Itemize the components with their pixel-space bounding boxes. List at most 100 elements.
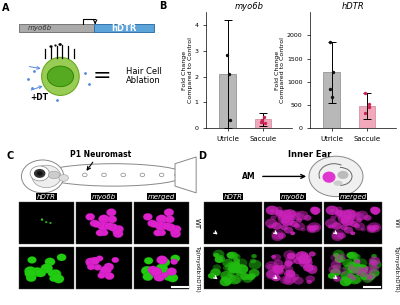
Circle shape	[164, 274, 172, 281]
Text: hDTR: hDTR	[112, 24, 137, 33]
Point	[362, 91, 368, 96]
Point	[258, 119, 265, 124]
Circle shape	[280, 225, 288, 230]
Circle shape	[348, 267, 353, 270]
Circle shape	[283, 250, 296, 260]
Circle shape	[106, 209, 116, 216]
Circle shape	[233, 258, 240, 264]
Circle shape	[235, 258, 248, 267]
Circle shape	[165, 223, 175, 231]
Circle shape	[344, 227, 353, 234]
Circle shape	[248, 269, 260, 277]
Circle shape	[158, 229, 166, 236]
Circle shape	[294, 224, 300, 228]
Circle shape	[246, 274, 255, 280]
Circle shape	[45, 221, 47, 223]
Circle shape	[349, 262, 362, 272]
Circle shape	[300, 260, 305, 264]
Circle shape	[348, 215, 355, 221]
Circle shape	[92, 221, 101, 228]
Circle shape	[354, 269, 362, 275]
Title: hDTR: hDTR	[342, 2, 364, 11]
Circle shape	[112, 228, 122, 235]
Circle shape	[290, 221, 298, 227]
Ellipse shape	[338, 171, 348, 179]
Circle shape	[156, 215, 167, 224]
Circle shape	[98, 215, 110, 224]
Circle shape	[298, 254, 312, 264]
Circle shape	[24, 267, 36, 276]
Text: merged: merged	[339, 194, 367, 199]
Circle shape	[164, 269, 176, 278]
Bar	[359, 106, 375, 128]
FancyBboxPatch shape	[18, 247, 74, 289]
Point	[328, 94, 335, 99]
Circle shape	[336, 267, 347, 275]
Circle shape	[86, 213, 95, 221]
Circle shape	[275, 268, 284, 275]
Circle shape	[332, 264, 341, 271]
Circle shape	[41, 264, 53, 273]
Circle shape	[358, 269, 368, 277]
Circle shape	[332, 232, 344, 241]
Circle shape	[362, 275, 373, 283]
Text: Tg(myo6b:hDTR): Tg(myo6b:hDTR)	[195, 245, 200, 291]
Circle shape	[309, 156, 363, 197]
Circle shape	[104, 263, 114, 271]
Circle shape	[272, 274, 281, 281]
Circle shape	[336, 206, 342, 212]
Circle shape	[280, 216, 294, 226]
Circle shape	[213, 253, 219, 257]
Circle shape	[272, 265, 280, 271]
Circle shape	[228, 271, 234, 276]
Circle shape	[276, 206, 282, 212]
Circle shape	[266, 206, 278, 215]
Circle shape	[98, 273, 105, 278]
Circle shape	[221, 276, 228, 281]
Circle shape	[278, 215, 290, 224]
Circle shape	[250, 259, 256, 263]
FancyBboxPatch shape	[76, 202, 132, 244]
Circle shape	[306, 225, 316, 233]
Title: myo6b: myo6b	[234, 2, 264, 11]
Circle shape	[90, 220, 99, 227]
Circle shape	[294, 257, 303, 264]
Circle shape	[333, 250, 344, 258]
Text: AM: AM	[242, 172, 256, 181]
Circle shape	[353, 258, 360, 264]
Circle shape	[369, 257, 380, 265]
Circle shape	[348, 275, 361, 284]
Circle shape	[233, 254, 240, 260]
Circle shape	[105, 272, 114, 280]
Circle shape	[286, 270, 296, 277]
Circle shape	[310, 207, 320, 214]
Circle shape	[284, 270, 295, 278]
Circle shape	[271, 230, 284, 239]
Circle shape	[347, 273, 354, 278]
Circle shape	[96, 256, 103, 261]
Circle shape	[270, 215, 276, 220]
Circle shape	[290, 231, 295, 235]
Circle shape	[284, 260, 293, 267]
Circle shape	[367, 272, 376, 279]
Bar	[255, 119, 271, 128]
Circle shape	[355, 258, 368, 267]
Circle shape	[334, 210, 346, 218]
Circle shape	[328, 273, 336, 279]
Circle shape	[348, 261, 356, 267]
FancyBboxPatch shape	[264, 247, 322, 289]
Ellipse shape	[48, 171, 60, 179]
FancyBboxPatch shape	[324, 247, 382, 289]
FancyBboxPatch shape	[18, 202, 74, 244]
Circle shape	[296, 211, 308, 220]
Point	[362, 111, 368, 116]
Circle shape	[287, 210, 300, 221]
Circle shape	[370, 207, 380, 214]
Circle shape	[248, 273, 256, 279]
Point	[330, 70, 336, 75]
Circle shape	[307, 222, 321, 233]
Circle shape	[234, 262, 239, 266]
Circle shape	[287, 253, 296, 259]
Circle shape	[331, 260, 342, 269]
Circle shape	[343, 209, 356, 219]
